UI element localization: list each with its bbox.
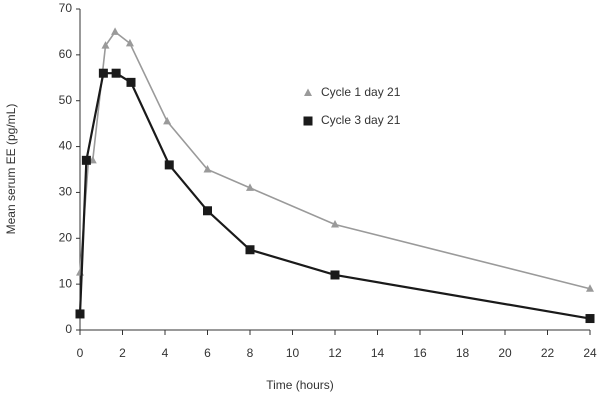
marker	[81, 155, 91, 165]
x-tick-label: 2	[119, 346, 126, 360]
x-tick-label: 6	[204, 346, 211, 360]
marker	[586, 284, 594, 292]
marker	[101, 41, 110, 49]
y-tick-label: 40	[59, 139, 73, 153]
x-tick-label: 14	[371, 346, 385, 360]
x-tick-label: 4	[162, 346, 169, 360]
x-tick-label: 22	[541, 346, 555, 360]
x-tick-label: 18	[456, 346, 470, 360]
x-tick-label: 24	[583, 346, 597, 360]
marker	[203, 165, 212, 173]
x-axis-label: Time (hours)	[266, 378, 334, 392]
series-line	[79, 30, 591, 290]
y-tick-label: 30	[59, 185, 73, 199]
x-tick-label: 10	[286, 346, 300, 360]
marker	[98, 68, 108, 78]
x-tick-label: 16	[413, 346, 427, 360]
marker	[331, 220, 339, 228]
marker	[164, 160, 174, 170]
marker	[585, 314, 595, 324]
x-tick-label: 8	[247, 346, 254, 360]
y-axis-label: Mean serum EE (pg/mL)	[4, 104, 18, 235]
series-line	[78, 72, 591, 320]
legend-marker	[303, 116, 313, 126]
y-tick-label: 50	[59, 93, 73, 107]
marker	[111, 68, 121, 78]
y-tick-label: 0	[65, 322, 72, 336]
x-tick-label: 0	[77, 346, 84, 360]
marker	[246, 183, 254, 191]
legend-marker	[304, 88, 312, 96]
marker	[245, 245, 255, 255]
marker	[126, 77, 136, 87]
x-tick-label: 20	[498, 346, 512, 360]
marker	[125, 38, 134, 47]
y-tick-label: 10	[59, 276, 73, 290]
marker	[203, 206, 212, 216]
legend-label: Cycle 1 day 21	[321, 85, 401, 99]
y-tick-label: 20	[59, 230, 73, 244]
marker	[111, 27, 120, 35]
marker	[330, 270, 340, 280]
marker	[75, 309, 85, 319]
y-tick-label: 70	[59, 1, 73, 15]
marker	[163, 116, 172, 125]
y-tick-label: 60	[59, 47, 73, 61]
legend-label: Cycle 3 day 21	[321, 113, 401, 127]
x-tick-label: 12	[328, 346, 342, 360]
